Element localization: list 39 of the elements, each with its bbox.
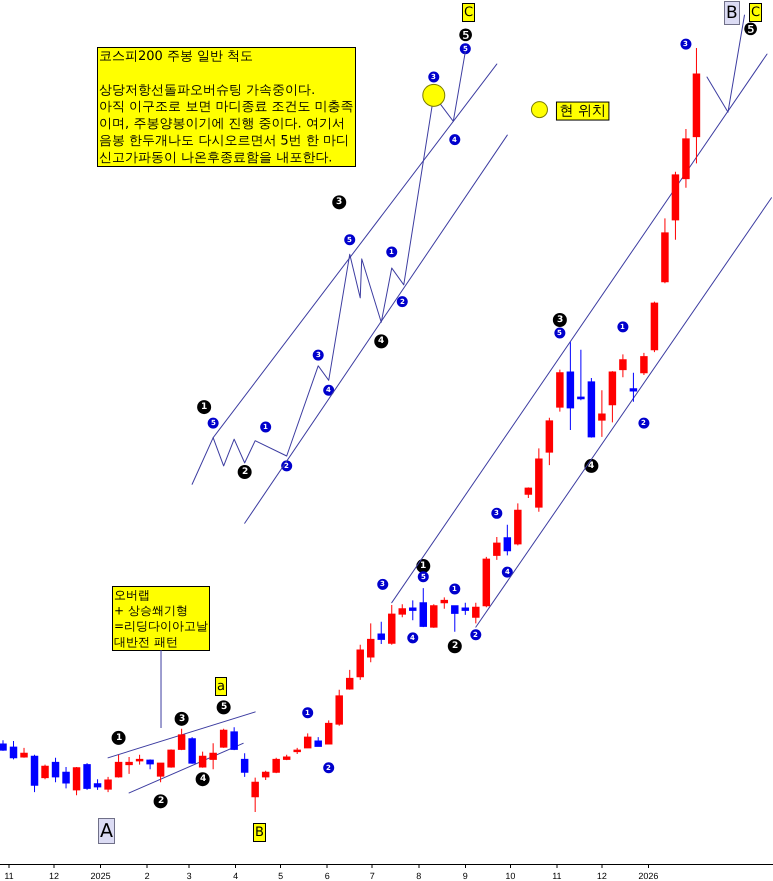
annotation: 5 <box>221 702 228 712</box>
annotation: 3 <box>336 197 342 207</box>
annotation: 2 <box>452 641 458 651</box>
text: C <box>464 5 474 20</box>
annotation: 4 <box>588 461 594 471</box>
x-tick-label: 11 <box>552 870 562 881</box>
x-tick-label: 11 <box>4 870 14 881</box>
annotation: 3 <box>179 714 186 724</box>
text: 코스피200 주봉 일반 척도 상당저항선돌파오버슈팅 가속중이다. 아직 이구조로 보면 마디종료 조건도 미충족 이며, 주봉양봉이기에 진행 중이다. 여기서 음봉 한두개나도 다시오르면서 5번 한 마디 신고가파동이 나온후종료함을 내포한다. <box>99 49 354 166</box>
annotation: 오버랩 + 상승쐐기형 =리딩다이아고날 대반전 패턴 <box>114 588 208 649</box>
x-tick-label: 9 <box>462 870 468 881</box>
legend-label: 현 위치 <box>559 103 606 120</box>
text: A <box>100 820 113 842</box>
annotation: 1 <box>420 561 426 571</box>
x-tick-label: 3 <box>186 870 192 881</box>
text: C <box>751 5 760 20</box>
x-tick-label: 7 <box>370 870 375 881</box>
x-tick-label: 2 <box>144 870 150 881</box>
x-tick-label: 5 <box>278 870 284 881</box>
x-tick-label: 8 <box>416 870 422 881</box>
annotation: 1 <box>116 733 122 743</box>
annotation: a <box>217 679 225 694</box>
annotation: 1 <box>201 402 208 412</box>
x-tick-label: 12 <box>596 870 607 881</box>
x-tick-label: 2025 <box>90 870 111 881</box>
x-tick-label: 6 <box>324 870 330 881</box>
annotation: 3 <box>557 315 564 325</box>
text: ❺ <box>458 26 474 46</box>
x-tick-label: 10 <box>505 870 516 881</box>
text: B <box>726 3 738 23</box>
annotation: 4 <box>378 336 384 346</box>
annotation: 4 <box>200 774 206 784</box>
text: ❺ <box>743 20 758 40</box>
annotation: 2 <box>242 467 248 477</box>
text: B <box>255 825 264 840</box>
x-tick-label: 12 <box>49 870 60 881</box>
annotation: 2 <box>158 796 164 806</box>
x-tick-label: 4 <box>233 870 238 881</box>
x-tick-label: 2026 <box>638 870 658 881</box>
